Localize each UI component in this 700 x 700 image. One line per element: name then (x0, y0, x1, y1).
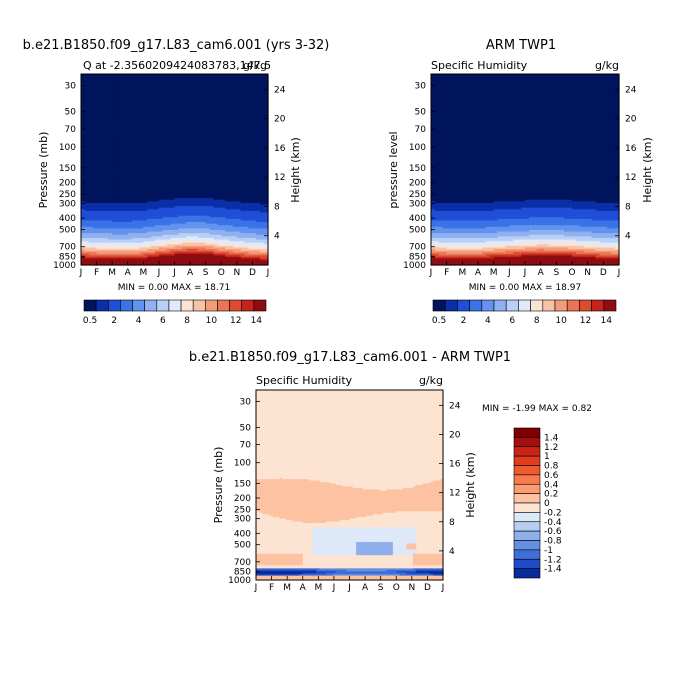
panel-model-title: b.e21.B1850.f09_g17.L83_cam6.001 (yrs 3-… (23, 38, 330, 53)
panel-model-field (81, 74, 269, 266)
panel-model: b.e21.B1850.f09_g17.L83_cam6.001 (yrs 3-… (23, 38, 330, 326)
panel-model-units: g/kg (243, 59, 267, 72)
